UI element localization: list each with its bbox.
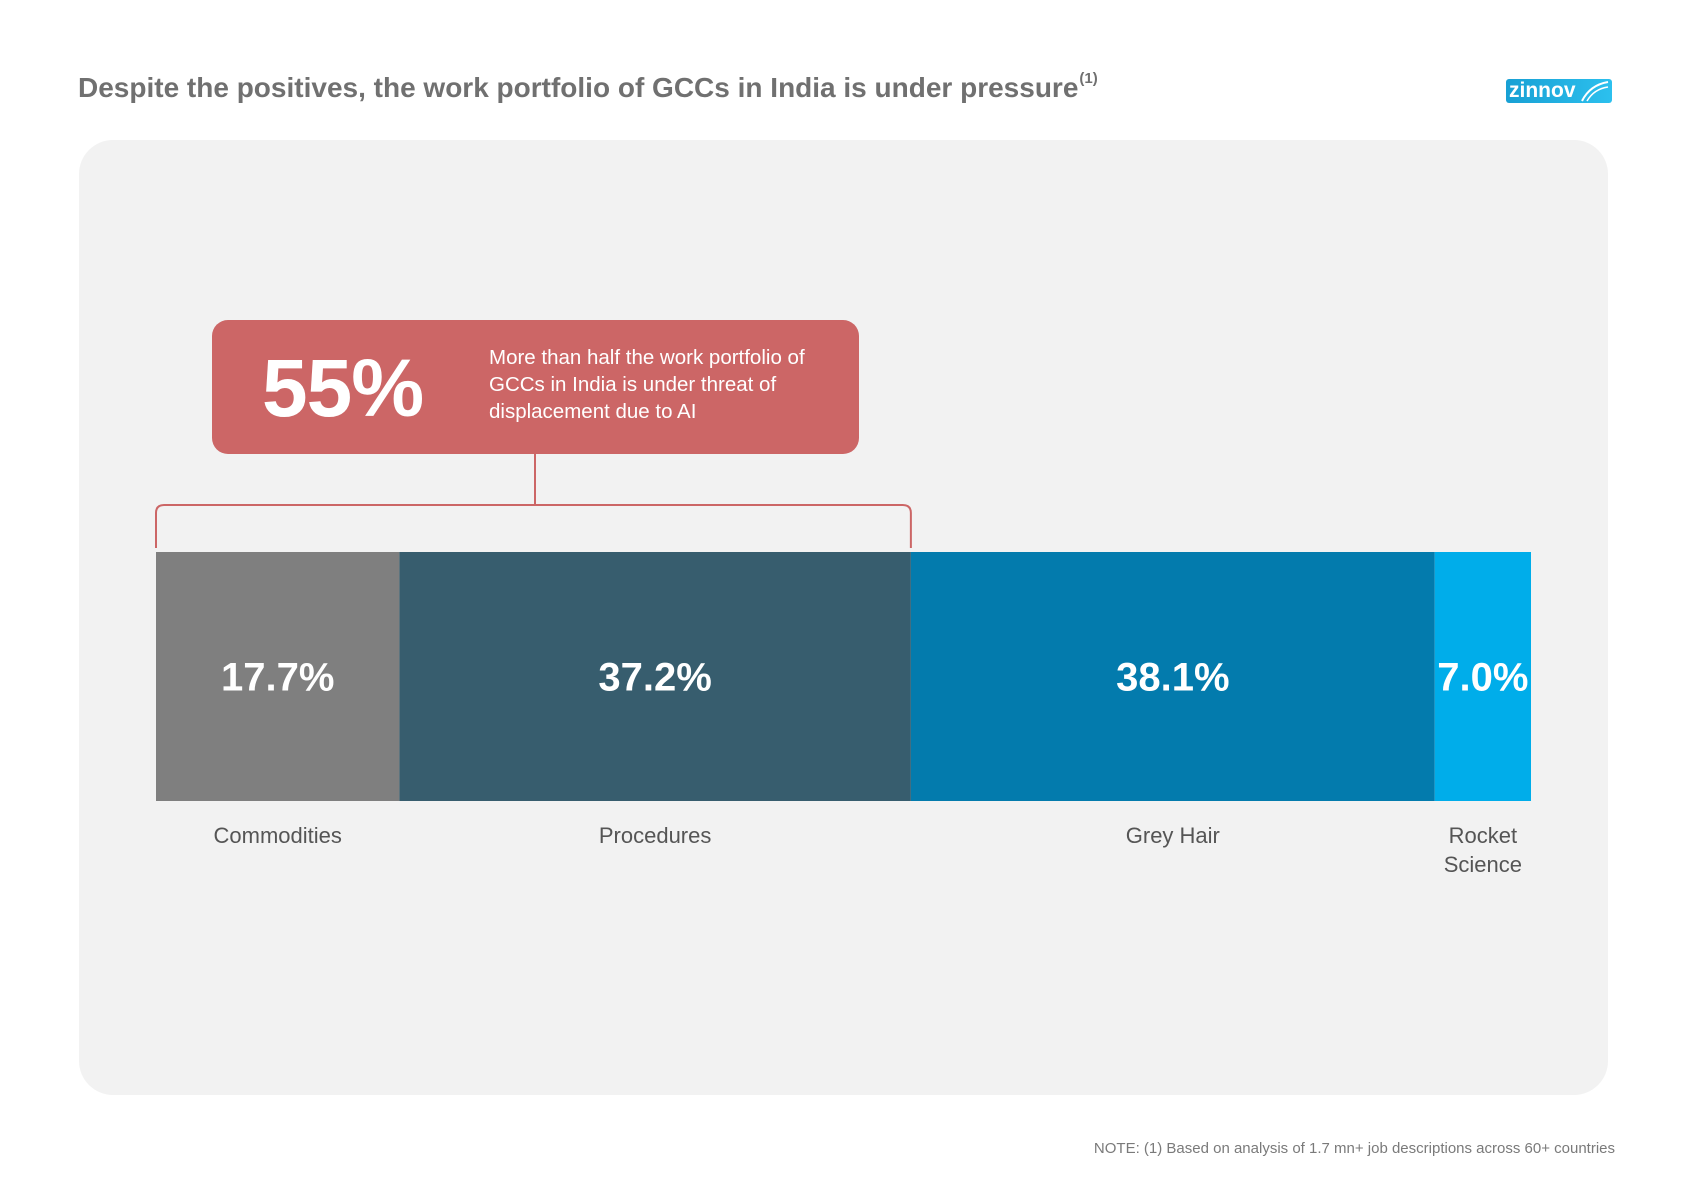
value-label-procedures: 37.2% — [598, 656, 711, 700]
bar-grey-hair — [910, 552, 1435, 801]
category-label-procedures: Procedures — [599, 823, 712, 848]
logo-swoosh-icon — [1581, 81, 1609, 102]
footnote: NOTE: (1) Based on analysis of 1.7 mn+ j… — [1093, 1140, 1615, 1157]
bracket-line — [155, 504, 912, 548]
value-label-grey-hair: 38.1% — [1116, 656, 1229, 700]
value-label-rocket-science: 7.0% — [1437, 656, 1528, 700]
callout-value: 55% — [262, 343, 424, 434]
bar-commodities — [156, 552, 400, 801]
bar-procedures — [399, 552, 911, 801]
page-title: Despite the positives, the work portfoli… — [78, 70, 1098, 104]
category-label-grey-hair: Grey Hair — [1126, 823, 1220, 848]
category-label-rocket-science: Rocket Science — [1444, 823, 1522, 877]
callout-text: More than half the work portfolio of GCC… — [489, 346, 805, 423]
title-footnote-marker: (1) — [1079, 70, 1098, 87]
page-title-text: Despite the positives, the work portfoli… — [78, 72, 1079, 103]
value-label-commodities: 17.7% — [221, 656, 334, 700]
callout-box: 55% More than half the work portfolio of… — [212, 320, 859, 454]
bar-rocket-science — [1434, 552, 1531, 801]
category-label-commodities: Commodities — [214, 823, 342, 848]
logo-text: zinnov — [1509, 79, 1576, 102]
zinnov-logo: zinnov — [1506, 79, 1612, 103]
